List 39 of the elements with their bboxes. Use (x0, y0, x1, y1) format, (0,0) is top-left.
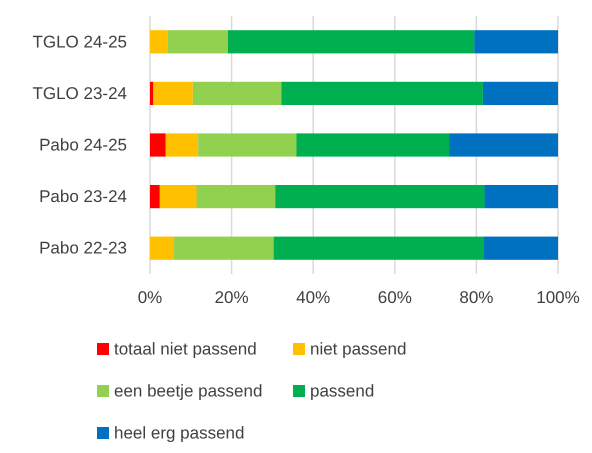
legend-label: niet passend (310, 340, 406, 358)
bar (150, 133, 166, 157)
x-tick-label: 0% (138, 288, 162, 307)
x-tick-label: 100% (536, 288, 580, 307)
bar (281, 82, 483, 106)
bar (192, 82, 282, 106)
x-tick-label: 40% (296, 288, 330, 307)
bar (150, 82, 154, 106)
bar (274, 236, 484, 260)
bar (166, 133, 198, 157)
bar (168, 30, 228, 54)
bar (160, 184, 197, 208)
bar (474, 30, 558, 54)
bar (484, 184, 558, 208)
y-tick-label: Pabo 24-25 (39, 136, 127, 154)
bar (150, 236, 174, 260)
bar (198, 133, 296, 157)
y-tick-label: Pabo 22-23 (39, 238, 127, 258)
y-tick-label: TGLO 24-25 (32, 32, 127, 52)
legend-label: heel erg passend (114, 424, 244, 442)
bar (296, 133, 450, 157)
bar (275, 184, 485, 208)
bar (483, 236, 558, 260)
bar (153, 82, 193, 106)
bar (150, 184, 160, 208)
bar (150, 30, 168, 54)
bar (449, 133, 558, 157)
y-tick-label: Pabo 23-24 (39, 187, 127, 206)
bar (196, 184, 276, 208)
legend-label: totaal niet passend (114, 340, 257, 358)
bar (482, 82, 558, 106)
x-tick-label: 60% (378, 288, 412, 307)
x-tick-label: 80% (459, 288, 494, 307)
x-tick-label: 20% (214, 288, 249, 307)
bar (228, 30, 474, 54)
legend-label: een beetje passend (114, 382, 262, 400)
y-tick-label: TGLO 23-24 (32, 84, 127, 103)
legend-label: passend (310, 382, 374, 400)
bar (174, 236, 274, 260)
